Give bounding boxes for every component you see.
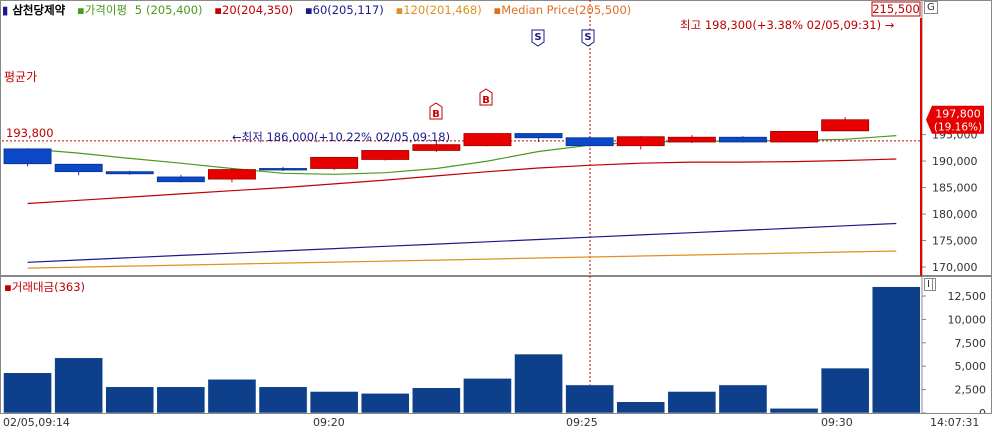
- volume-tick-label: 10,000: [948, 313, 987, 326]
- low-annotation: ←최저 186,000(+10.22% 02/05,09:18): [232, 130, 450, 144]
- volume-bar: [769, 408, 819, 414]
- price-tick-label: 175,000: [932, 235, 978, 248]
- volume-bar: [871, 286, 921, 414]
- volume-bar: [156, 386, 206, 414]
- time-label-0930: 09:30: [821, 416, 853, 429]
- time-label-0925: 09:25: [566, 416, 598, 429]
- candle-body: [259, 168, 307, 171]
- volume-tick-label: 0: [979, 407, 986, 414]
- candle-body: [207, 169, 256, 180]
- candle-body: [616, 136, 665, 147]
- sell-signal-marker: [581, 29, 595, 47]
- time-label-start: 02/05,09:14: [3, 416, 70, 429]
- candle-body: [514, 133, 563, 139]
- candle-body: [310, 156, 359, 169]
- buy-signal-marker: [429, 102, 443, 120]
- volume-title[interactable]: ▪거래대금(363): [4, 280, 86, 294]
- current-pct-label: (19.16%): [934, 122, 982, 134]
- candle-body: [3, 148, 52, 165]
- time-label-0920: 09:20: [313, 416, 345, 429]
- avg-price-label: 193,800: [6, 126, 54, 140]
- candle-body: [719, 136, 767, 143]
- ma120-line: [27, 250, 897, 269]
- candle-body: [770, 130, 818, 143]
- high-annotation: 최고 198,300(+3.38% 02/05,09:31) →: [680, 18, 895, 32]
- current-price-label: 197,800: [935, 108, 981, 121]
- price-ma-legend[interactable]: ▪가격이평 5 (205,400): [76, 3, 203, 17]
- candle-body: [54, 163, 103, 173]
- ma60-line: [27, 222, 897, 263]
- candle-body: [565, 137, 614, 147]
- volume-bar: [309, 391, 359, 414]
- volume-bar: [463, 378, 512, 414]
- volume-bar: [718, 384, 768, 414]
- volume-pane[interactable]: 12,500 10,000 7,500 5,000 2,500 0: [0, 276, 992, 414]
- legend-bar: ▮ 삼천당제약 ▪가격이평 5 (205,400) ▪20(204,350) ▪60…: [2, 2, 639, 18]
- sell-signal-label: S: [534, 32, 541, 43]
- volume-tick-label: 5,000: [955, 360, 987, 373]
- buy-signal-label: B: [482, 95, 490, 106]
- buy-signal-marker: [479, 88, 493, 106]
- ma120-legend[interactable]: ▪120(201,468): [395, 3, 482, 17]
- ma20-legend[interactable]: ▪20(204,350): [214, 3, 294, 17]
- volume-tick-label: 12,500: [948, 290, 987, 303]
- stock-name-label[interactable]: ▮ 삼천당제약: [2, 3, 66, 17]
- vol-tool-i-icon[interactable]: I: [924, 278, 933, 291]
- current-price-flag: [926, 105, 984, 134]
- volume-bar: [207, 379, 257, 414]
- volume-bar: [565, 384, 614, 414]
- price-pane[interactable]: 195,000190,000185,000180,000175,000170,0…: [0, 0, 992, 276]
- volume-bar: [258, 386, 308, 414]
- volume-bar: [514, 353, 563, 414]
- avg-price-caption: 평균가: [4, 70, 38, 84]
- time-axis: 02/05,09:14 09:20 09:25 09:30 14:07:31: [0, 413, 992, 432]
- candle-body: [156, 176, 205, 183]
- volume-bar: [616, 401, 666, 414]
- volume-bar: [54, 357, 103, 414]
- volume-tick-label: 2,500: [955, 384, 987, 397]
- price-tick-label: 180,000: [932, 208, 978, 221]
- candle-body: [412, 144, 461, 151]
- volume-bar: [820, 367, 870, 414]
- price-tick-label: 170,000: [932, 261, 978, 274]
- volume-bar: [360, 393, 410, 414]
- volume-bar: [667, 391, 717, 414]
- price-tick-label: 185,000: [932, 182, 978, 195]
- volume-bar: [412, 387, 461, 414]
- volume-bar: [3, 372, 52, 414]
- candle-body: [361, 150, 410, 160]
- candle-body: [667, 136, 716, 143]
- candle-body: [105, 171, 154, 175]
- volume-tick-label: 7,500: [955, 337, 987, 350]
- volume-bar: [105, 386, 155, 414]
- sell-signal-label: S: [584, 32, 591, 43]
- top-price-label: 215,500: [872, 2, 920, 16]
- candle-body: [463, 133, 512, 147]
- median-price-legend[interactable]: ▪Median Price(205,500): [493, 3, 632, 17]
- current-time-label: 14:07:31: [930, 416, 980, 429]
- sell-signal-marker: [531, 29, 545, 47]
- price-tick-label: 190,000: [932, 155, 978, 168]
- ma20-line: [27, 158, 897, 205]
- candle-body: [821, 119, 870, 132]
- buy-signal-label: B: [432, 109, 440, 120]
- pane-tool-g-icon[interactable]: G: [924, 1, 938, 14]
- top-price-box: [871, 1, 921, 17]
- ma60-legend[interactable]: ▪60(205,117): [304, 3, 384, 17]
